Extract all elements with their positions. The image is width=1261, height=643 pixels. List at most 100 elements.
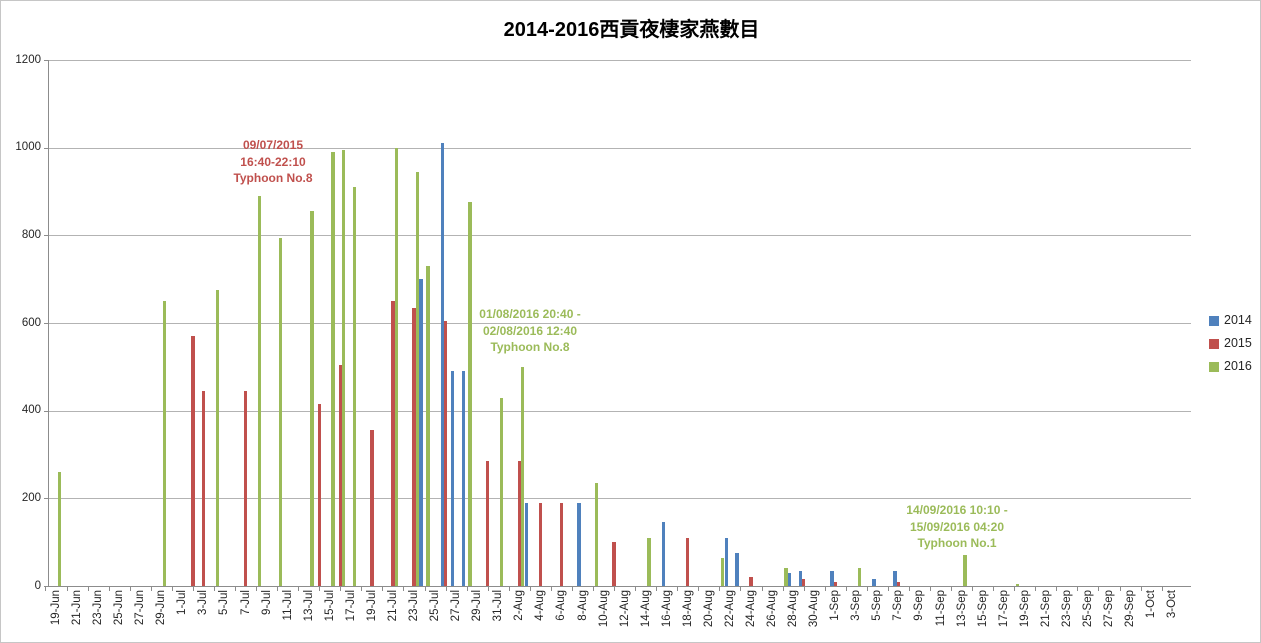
annotation-3: 14/09/2016 10:10 - 15/09/2016 04:20 Typhoo… [906, 502, 1007, 552]
bar-2016-27-Aug [784, 568, 788, 586]
x-tick-mark [614, 587, 616, 591]
x-tick-mark [951, 587, 953, 591]
bar-2015-24-Aug [749, 577, 753, 586]
x-tick-label: 27-Sep [1103, 590, 1115, 628]
y-tick-label: 1000 [15, 141, 41, 154]
annotation-2: 01/08/2016 20:40 - 02/08/2016 12:40 Typhoo… [479, 306, 580, 356]
x-tick-label: 4-Aug [534, 590, 547, 621]
x-tick-mark [277, 587, 279, 591]
bar-2016-28-Jul [468, 202, 472, 586]
x-tick-mark [1161, 587, 1163, 591]
x-tick-mark [361, 587, 363, 591]
x-tick-mark [298, 587, 300, 591]
x-tick-label: 14-Aug [639, 590, 652, 628]
x-tick-label: 15-Sep [976, 590, 989, 628]
bar-2016-17-Jul [352, 187, 356, 586]
bar-2016-16-Jul [342, 149, 346, 586]
x-tick-mark [150, 587, 152, 591]
x-tick-label: 9-Sep [913, 590, 926, 621]
bar-2016-21-Jul [394, 147, 399, 586]
x-tick-label: 29-Jul [471, 590, 484, 622]
bar-2016-29-Jun [163, 301, 167, 586]
x-tick-mark [1035, 587, 1037, 591]
legend: 2014 2015 2016 [1209, 314, 1252, 383]
gridline-200 [48, 498, 1191, 500]
legend-label: 2015 [1224, 336, 1252, 350]
bar-2014-29-Aug [798, 570, 802, 586]
y-axis-line [48, 60, 49, 586]
bar-2015-16-Jul [338, 364, 342, 586]
x-tick-mark [550, 587, 552, 591]
x-tick-mark [424, 587, 426, 591]
bar-2016-8-Jul [257, 195, 262, 586]
x-tick-label: 21-Jul [386, 590, 399, 622]
x-tick-label: 13-Jul [302, 590, 315, 622]
bar-2014-26-Jul [440, 143, 444, 586]
x-tick-mark [129, 587, 131, 591]
x-tick-label: 1-Oct [1145, 590, 1158, 619]
x-tick-label: 21-Sep [1039, 590, 1052, 628]
bar-2015-3-Jul [201, 390, 206, 586]
x-tick-mark [929, 587, 931, 591]
y-tick-label: 0 [34, 579, 41, 592]
x-tick-label: 25-Jul [429, 590, 442, 622]
bar-2015-23-Jul [412, 307, 416, 586]
x-tick-mark [466, 587, 468, 591]
x-tick-label: 15-Jul [323, 590, 336, 622]
x-tick-mark [192, 587, 194, 591]
x-tick-mark [866, 587, 868, 591]
legend-item-2015: 2015 [1209, 337, 1252, 350]
x-tick-label: 29-Sep [1124, 590, 1137, 628]
x-tick-mark [487, 587, 489, 591]
x-tick-mark [256, 587, 258, 591]
x-tick-label: 27-Jul [450, 590, 463, 622]
x-tick-mark [1056, 587, 1058, 591]
chart-title: 2014-2016西貢夜棲家燕數目 [503, 19, 760, 41]
bar-2016-3-Sep [857, 568, 862, 586]
bar-2014-1-Sep [830, 570, 834, 586]
x-tick-mark [319, 587, 321, 591]
x-tick-mark [1140, 587, 1142, 591]
bar-2016-10-Jul [278, 237, 283, 586]
x-tick-mark [66, 587, 68, 591]
x-tick-label: 27-Jun [134, 590, 147, 626]
x-tick-mark [635, 587, 637, 591]
x-tick-mark [698, 587, 700, 591]
x-tick-label: 1-Jul [176, 590, 189, 615]
bar-2015-29-Aug [801, 579, 806, 586]
annotation-line: Typhoon No.8 [490, 340, 570, 354]
x-tick-label: 3-Sep [850, 590, 863, 621]
x-axis-line [48, 586, 1191, 587]
bar-2016-9-Aug [594, 482, 599, 586]
x-tick-mark [656, 587, 658, 591]
bar-2015-11-Aug [612, 542, 616, 586]
x-tick-mark [1014, 587, 1016, 591]
x-tick-label: 6-Aug [555, 590, 568, 621]
x-tick-label: 11-Jul [281, 590, 294, 621]
x-tick-label: 21-Jun [71, 590, 84, 626]
y-tick-label: 600 [21, 316, 41, 329]
x-tick-mark [1098, 587, 1100, 591]
x-tick-label: 31-Jul [492, 590, 505, 622]
legend-label: 2014 [1224, 313, 1252, 327]
bar-2016-24-Jul [426, 266, 430, 586]
bar-2015-1-Sep [833, 581, 837, 586]
annotation-line: 14/09/2016 10:10 - [906, 503, 1008, 517]
x-tick-label: 28-Aug [787, 590, 800, 628]
annotation-line: Typhoon No.8 [233, 171, 313, 185]
bar-2016-2-Aug [521, 366, 525, 586]
x-tick-mark [803, 587, 805, 591]
bar-2016-21-Aug [721, 557, 725, 586]
x-tick-mark [908, 587, 910, 591]
x-tick-mark [782, 587, 784, 591]
bar-2015-7-Jul [243, 390, 248, 586]
legend-swatch-2014 [1209, 315, 1219, 326]
x-tick-label: 18-Aug [681, 590, 694, 628]
x-tick-label: 2-Aug [513, 590, 526, 621]
bar-2015-30-Jul [486, 461, 490, 586]
x-tick-mark [1119, 587, 1121, 591]
x-tick-label: 17-Sep [997, 590, 1010, 628]
bar-2015-14-Jul [317, 404, 321, 586]
x-tick-mark [87, 587, 89, 591]
x-tick-mark [235, 587, 236, 591]
